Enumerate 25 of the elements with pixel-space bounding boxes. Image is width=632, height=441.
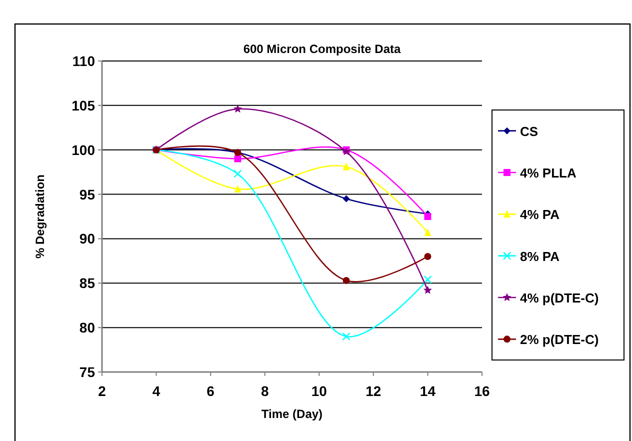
y-tick-label: 80 bbox=[79, 320, 96, 336]
legend-label: 2% p(DTE-C) bbox=[520, 332, 599, 348]
y-tick-label: 95 bbox=[79, 186, 96, 202]
legend-label: 8% PA bbox=[520, 248, 560, 264]
x-tick-label: 6 bbox=[206, 383, 215, 399]
x-tick-label: 2 bbox=[98, 383, 106, 399]
x-tick-label: 16 bbox=[474, 383, 490, 399]
legend-label: 4% PA bbox=[520, 207, 560, 222]
x-axis-title: Time (Day) bbox=[261, 407, 323, 421]
legend-label: 4% p(DTE-C) bbox=[520, 290, 599, 306]
x-tick-label: 10 bbox=[311, 383, 328, 399]
y-tick-label: 90 bbox=[79, 230, 96, 247]
x-tick-label: 8 bbox=[260, 383, 269, 399]
y-tick-label: 110 bbox=[72, 53, 96, 69]
y-tick-label: 85 bbox=[79, 275, 96, 292]
y-tick-label: 100 bbox=[72, 142, 96, 158]
x-tick-label: 4 bbox=[152, 383, 160, 399]
legend-label: CS bbox=[520, 124, 538, 139]
x-tick-label: 12 bbox=[366, 383, 382, 399]
legend-label: 4% PLLA bbox=[520, 166, 577, 180]
y-tick-label: 105 bbox=[72, 97, 96, 114]
x-tick-label: 14 bbox=[420, 383, 436, 399]
y-tick-label: 75 bbox=[79, 364, 96, 380]
y-axis-title: % Degradation bbox=[33, 174, 47, 259]
chart-title: 600 Micron Composite Data bbox=[243, 42, 402, 56]
